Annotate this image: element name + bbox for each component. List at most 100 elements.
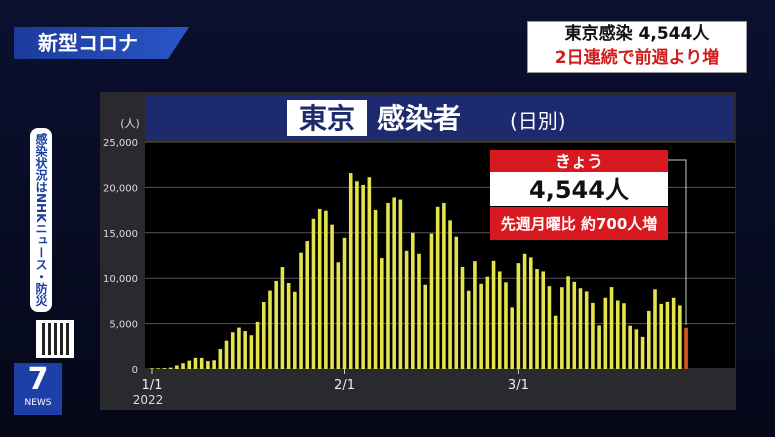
bar (224, 340, 229, 369)
y-tick-label: 10,000 (103, 274, 138, 285)
bar (280, 267, 285, 369)
bar (541, 271, 546, 369)
bar (324, 210, 328, 369)
bar (355, 181, 359, 369)
x-tick-label: 2/1 (334, 378, 355, 393)
bar (386, 202, 390, 369)
x-tick-label: 3/1 (508, 378, 529, 393)
bar (237, 327, 241, 369)
logo-number: 7 (27, 362, 49, 397)
bar (168, 367, 173, 369)
bar (684, 327, 688, 369)
bar (392, 197, 396, 369)
bar (647, 310, 651, 369)
bar (255, 321, 260, 369)
bar (218, 349, 223, 369)
bar (150, 368, 154, 369)
bar (628, 325, 632, 369)
bar (342, 237, 347, 369)
bar (156, 368, 161, 369)
channel-logo: 7 NEWS (14, 363, 62, 415)
bar (423, 284, 428, 369)
bar (603, 297, 608, 369)
bar (305, 241, 310, 369)
x-tick-label: 1/1 (142, 378, 163, 393)
callout-value: 4,544人 (529, 176, 629, 204)
bar (293, 291, 297, 369)
bar (678, 305, 682, 369)
y-tick-label: 15,000 (103, 229, 138, 240)
y-tick-label: 25,000 (103, 138, 138, 149)
bar (591, 302, 595, 369)
bar (286, 283, 291, 369)
callout-note: 先週月曜比 約700人増 (501, 215, 658, 233)
bar (336, 262, 341, 369)
bar (671, 297, 676, 369)
bar (404, 250, 409, 369)
bar (187, 360, 192, 369)
bar (535, 269, 539, 369)
bar (330, 224, 334, 369)
bar (379, 258, 384, 369)
chart-title: 東京 (299, 102, 355, 135)
bar (193, 357, 198, 369)
bar (435, 206, 440, 369)
bar (491, 260, 496, 369)
y-tick-label: 20,000 (103, 183, 138, 194)
bar (640, 336, 645, 369)
logo-text: NEWS (24, 398, 52, 408)
bar (299, 252, 303, 369)
callout-label: きょう (555, 152, 603, 171)
bar (553, 315, 558, 369)
bar (448, 220, 452, 369)
qr-code (36, 320, 74, 358)
bar (665, 301, 670, 369)
callout-footer (490, 207, 668, 240)
headline: 東京感染 4,544人 (564, 24, 710, 44)
headline-box: 東京感染 4,544人 2日連続で前週より増 (527, 21, 747, 73)
bar (479, 283, 483, 369)
bar (268, 290, 272, 369)
y-tick-label: 5,000 (109, 320, 138, 331)
bar (317, 208, 322, 369)
bar (609, 287, 614, 369)
bar (311, 218, 316, 369)
callout-line (668, 159, 687, 325)
bar (206, 361, 210, 369)
bar (653, 289, 657, 369)
callout-header (490, 150, 668, 172)
bar (199, 357, 204, 369)
bar (212, 360, 216, 369)
plot (145, 141, 735, 370)
bar (522, 253, 527, 369)
bar (460, 267, 465, 369)
bar (249, 335, 254, 369)
bar (634, 329, 639, 369)
title-box (287, 100, 367, 136)
bar (485, 276, 490, 369)
bar (442, 202, 446, 369)
program-banner: 新型コロナ (14, 27, 189, 59)
bar (497, 271, 502, 369)
bar (411, 232, 415, 369)
chart-subject: 感染者 (377, 102, 461, 135)
bar (466, 290, 471, 369)
bar (274, 280, 278, 369)
x-year-label: 2022 (133, 393, 164, 407)
bar (367, 177, 372, 369)
bar (261, 302, 266, 369)
bar (361, 184, 365, 369)
bar (162, 368, 167, 369)
bar (597, 325, 601, 369)
bar (572, 281, 577, 369)
bar (659, 303, 664, 369)
bar (622, 303, 626, 369)
bar (529, 257, 533, 369)
chart-subtitle: (日別) (510, 109, 566, 133)
y-unit: (人) (120, 117, 140, 130)
bar (230, 332, 235, 369)
bar (504, 282, 508, 369)
bar (454, 236, 459, 369)
